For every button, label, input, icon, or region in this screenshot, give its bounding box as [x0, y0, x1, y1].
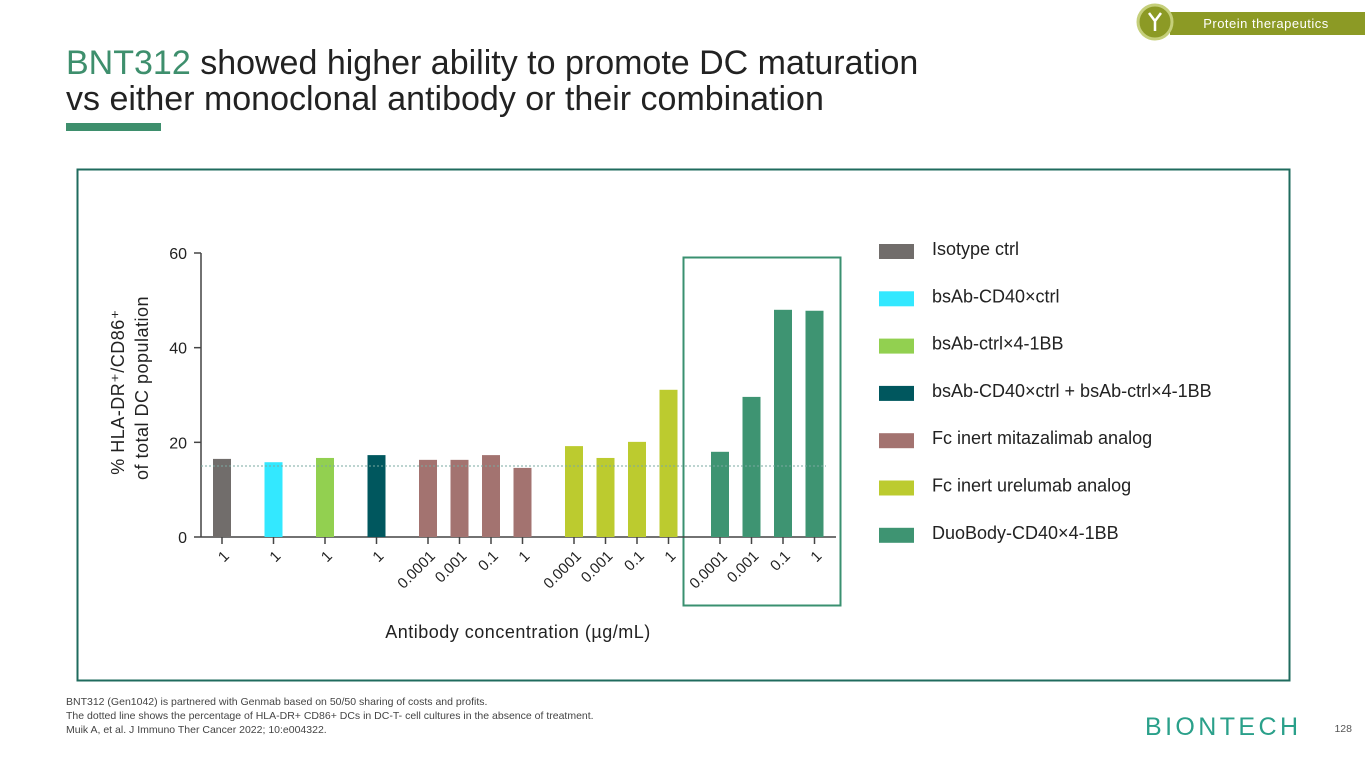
bar: [596, 457, 615, 537]
x-tick-label: 0.1: [767, 548, 794, 575]
legend-swatch: [879, 338, 914, 354]
bar: [565, 446, 583, 537]
y-tick-label: 60: [169, 246, 187, 263]
chart: 0 20 40 60 % HLA-DR⁺/CD86⁺ of total DC popula…: [108, 239, 1212, 642]
bar: [513, 467, 532, 537]
tag-bar: [1170, 12, 1365, 35]
title: BNT312 showed higher ability to promote …: [66, 44, 918, 82]
bar: [805, 310, 824, 537]
x-tick-label: 1: [215, 548, 233, 566]
legend-label: DuoBody-CD40×4-1BB: [932, 523, 1119, 543]
legend-label: bsAb-ctrl×4-1BB: [932, 334, 1064, 354]
x-tick-label: 0.001: [724, 548, 763, 587]
legend-swatch: [879, 480, 914, 496]
y-axis-label: of total DC population: [132, 296, 152, 480]
legend-label: bsAb-CD40×ctrl: [932, 286, 1060, 306]
bar: [316, 457, 334, 537]
legend-swatch: [879, 291, 914, 307]
bar: [742, 396, 761, 537]
bar: [659, 389, 678, 537]
bar: [628, 441, 646, 537]
title-line: vs either monoclonal antibody or their c…: [66, 80, 824, 118]
title-line: showed higher ability to promote DC matu…: [200, 44, 918, 82]
y-tick-label: 0: [178, 530, 187, 547]
title-underline: [66, 123, 161, 131]
legend-label: Fc inert mitazalimab analog: [932, 428, 1152, 448]
x-tick-label: 0.0001: [394, 548, 438, 592]
footnote: BNT312 (Gen1042) is partnered with Genma…: [66, 696, 487, 708]
x-tick-label: 1: [369, 548, 387, 566]
x-tick-label: 0.1: [475, 548, 502, 575]
y-axis-label: % HLA-DR⁺/CD86⁺: [108, 309, 128, 475]
x-tick-label: 1: [318, 548, 336, 566]
tag-icon-glyph: [1148, 12, 1162, 31]
highlight-box: [682, 256, 842, 607]
chart-frame: [76, 168, 1291, 682]
legend-label: bsAb-CD40×ctrl + bsAb-ctrl×4-1BB: [932, 381, 1212, 401]
x-tick-label: 1: [266, 548, 284, 566]
x-tick-label: 1: [661, 548, 679, 566]
bar: [711, 451, 729, 537]
x-tick-label: 0.0001: [540, 548, 584, 592]
legend-swatch: [879, 385, 914, 401]
x-tick-label: 1: [515, 548, 533, 566]
bar: [774, 309, 792, 537]
legend-label: Fc inert urelumab analog: [932, 476, 1131, 496]
x-tick-label: 0.001: [432, 548, 471, 587]
bar: [367, 455, 386, 537]
bar: [450, 459, 469, 537]
legend-swatch: [879, 244, 914, 259]
bar: [419, 459, 437, 537]
footnote: The dotted line shows the percentage of …: [66, 710, 594, 722]
x-tick-label: 0.1: [621, 548, 648, 575]
legend-swatch: [879, 433, 914, 449]
legend-label: Isotype ctrl: [932, 239, 1019, 259]
footnote: Muik A, et al. J Immuno Ther Cancer 2022…: [66, 724, 327, 736]
title-highlight: BNT312: [66, 44, 191, 82]
logo: BIONTECH: [1145, 713, 1301, 741]
bar: [264, 462, 283, 537]
bar: [482, 455, 500, 537]
page-number: 128: [1334, 723, 1352, 735]
x-axis-label: Antibody concentration (µg/mL): [385, 622, 651, 642]
x-tick-label: 1: [807, 548, 825, 566]
y-tick-label: 20: [169, 435, 187, 452]
tag-text: Protein therapeutics: [1203, 16, 1329, 31]
legend-swatch: [879, 527, 914, 543]
x-tick-label: 0.0001: [686, 548, 730, 592]
bar: [213, 458, 231, 537]
x-tick-label: 0.001: [578, 548, 617, 587]
y-tick-label: 40: [169, 341, 187, 358]
